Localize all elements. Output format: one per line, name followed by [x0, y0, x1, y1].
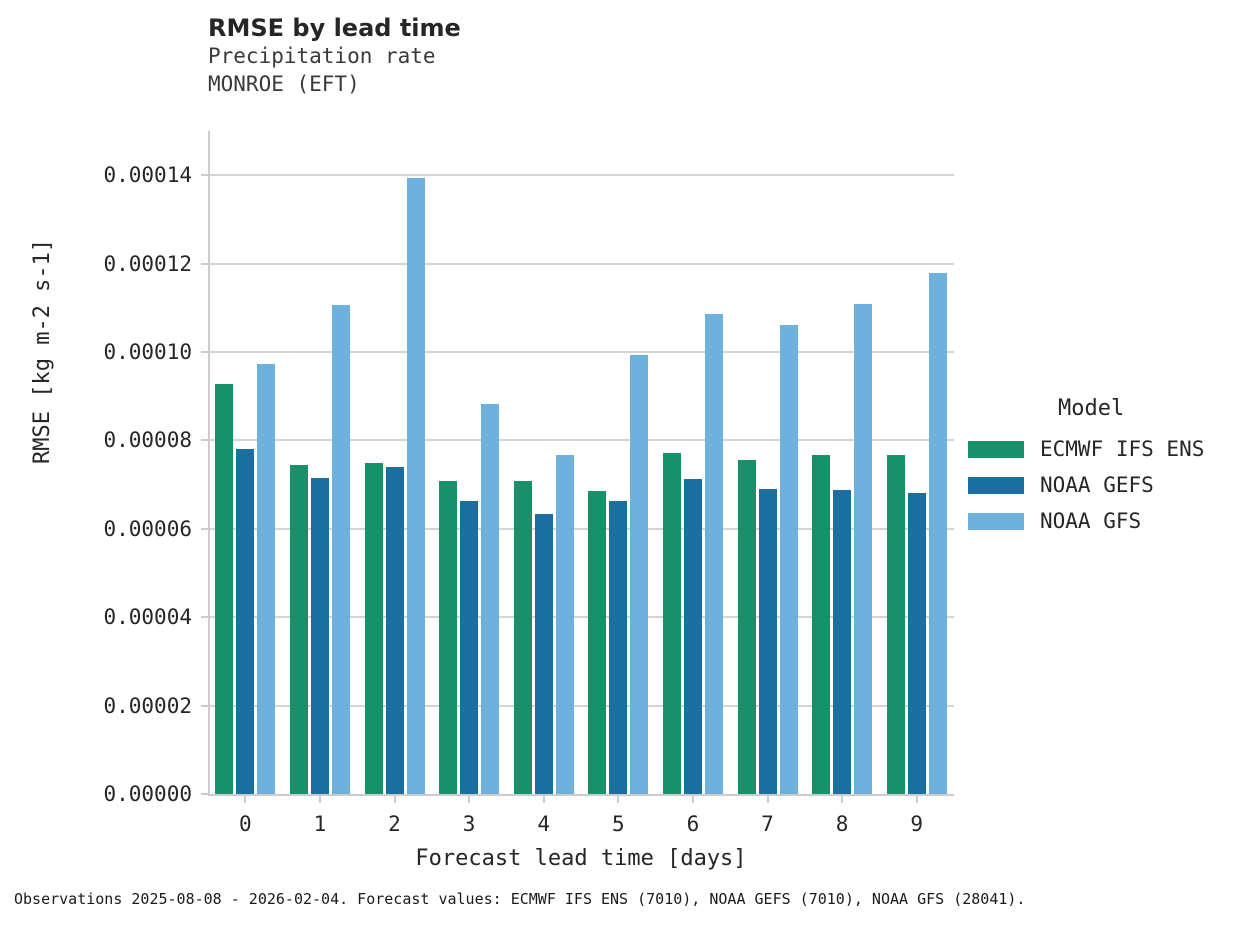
y-axis-tick-labels: 0.00000 0.00002 0.00004 0.00006 0.00008 0.000…	[0, 131, 192, 806]
bar[interactable]	[385, 467, 404, 794]
x-axis-tick	[841, 796, 844, 803]
bar[interactable]	[310, 477, 329, 794]
gridline	[210, 439, 954, 442]
x-axis-tick	[766, 796, 769, 803]
gridline	[210, 616, 954, 619]
y-axis-tick	[201, 793, 208, 795]
x-axis-tick	[542, 796, 545, 803]
x-axis-tick-label: 4	[537, 812, 551, 836]
legend-item-label: NOAA GFS	[1040, 509, 1142, 533]
bar[interactable]	[812, 455, 831, 794]
bar[interactable]	[534, 514, 553, 794]
bar[interactable]	[215, 383, 234, 794]
bar[interactable]	[630, 354, 649, 794]
bar[interactable]	[513, 481, 532, 794]
y-axis-tick	[201, 174, 208, 177]
x-axis-tick	[318, 796, 321, 803]
bar[interactable]	[683, 479, 702, 794]
bar[interactable]	[779, 325, 798, 794]
plot-area	[201, 131, 954, 803]
x-axis-tick-label: 6	[686, 812, 700, 836]
x-axis-tick	[244, 796, 247, 803]
legend-entries: ECMWF IFS ENS NOAA GEFS NOAA GFS	[968, 431, 1204, 539]
bar[interactable]	[609, 500, 628, 794]
gridline	[210, 351, 954, 353]
y-axis-tick-label: 0.00008	[103, 428, 192, 453]
bar[interactable]	[236, 449, 255, 794]
legend-item[interactable]: NOAA GFS	[968, 503, 1204, 539]
legend-title: Model	[1058, 396, 1125, 421]
bar[interactable]	[406, 177, 425, 794]
y-axis-tick-label: 0.00002	[103, 693, 192, 718]
y-axis-tick-label: 0.00012	[103, 251, 192, 276]
x-axis-line	[208, 794, 954, 796]
x-axis-tick	[691, 796, 694, 803]
y-axis-tick-label: 0.00004	[103, 605, 192, 630]
legend-swatch-icon	[968, 440, 1024, 458]
y-axis-tick-label: 0.00014	[103, 163, 192, 188]
legend-swatch-icon	[968, 512, 1024, 530]
legend-swatch-icon	[968, 476, 1024, 494]
page-title: RMSE by lead time	[208, 14, 461, 42]
gridline	[210, 704, 954, 707]
y-axis-tick	[201, 704, 208, 707]
bar[interactable]	[758, 489, 777, 794]
y-axis-tick	[201, 351, 208, 353]
legend-item[interactable]: NOAA GEFS	[968, 467, 1204, 503]
y-axis-tick	[201, 616, 208, 619]
title-block: RMSE by lead time Precipitation rate MON…	[208, 14, 461, 98]
x-axis-tick	[915, 796, 918, 803]
chart-location: MONROE (EFT)	[208, 72, 360, 96]
bar[interactable]	[928, 272, 947, 794]
bar[interactable]	[886, 455, 905, 794]
gridline	[210, 527, 954, 530]
x-axis-tick-label: 5	[611, 812, 625, 836]
y-axis-tick	[201, 527, 208, 530]
bar[interactable]	[289, 464, 308, 794]
bar[interactable]	[364, 463, 383, 794]
gridline	[210, 174, 954, 177]
legend: Model ECMWF IFS ENS NOAA GEFS NOAA GFS	[968, 396, 1204, 539]
gridline	[210, 262, 954, 265]
y-axis-tick-label: 0.00000	[103, 782, 192, 806]
bar[interactable]	[555, 454, 574, 794]
x-axis-tick-label: 3	[462, 812, 476, 836]
bar[interactable]	[331, 304, 350, 794]
bar[interactable]	[907, 493, 926, 794]
x-axis-tick-label: 8	[835, 812, 849, 836]
bar[interactable]	[588, 490, 607, 794]
y-axis-tick-label: 0.00006	[103, 516, 192, 541]
x-axis-tick-label: 0	[238, 812, 252, 836]
legend-item-label: ECMWF IFS ENS	[1040, 437, 1205, 461]
bar[interactable]	[704, 314, 723, 794]
chart-caption: Observations 2025-08-08 - 2026-02-04. Fo…	[14, 890, 1026, 908]
bar[interactable]	[460, 500, 479, 794]
x-axis-tick	[617, 796, 620, 803]
x-axis-title: Forecast lead time [days]	[415, 846, 747, 871]
y-axis-tick-label: 0.00010	[103, 340, 192, 364]
x-axis-tick	[468, 796, 471, 803]
bar[interactable]	[737, 459, 756, 794]
x-axis-tick-label: 7	[761, 812, 774, 836]
chart-subtitle: Precipitation rate	[208, 44, 436, 68]
bar[interactable]	[854, 303, 873, 794]
y-axis-tick	[201, 262, 208, 265]
bar[interactable]	[439, 481, 458, 794]
y-axis-line	[208, 131, 210, 796]
bar[interactable]	[662, 452, 681, 794]
y-axis-tick	[201, 439, 208, 442]
legend-item-label: NOAA GEFS	[1040, 473, 1154, 497]
x-axis-tick	[393, 796, 396, 803]
x-axis-tick-label: 2	[388, 812, 401, 836]
bar[interactable]	[257, 363, 276, 794]
legend-item[interactable]: ECMWF IFS ENS	[968, 431, 1204, 467]
x-axis-tick-label: 9	[910, 812, 924, 836]
bar[interactable]	[833, 489, 852, 794]
bar[interactable]	[481, 403, 500, 794]
x-axis-tick-label: 1	[313, 812, 327, 836]
